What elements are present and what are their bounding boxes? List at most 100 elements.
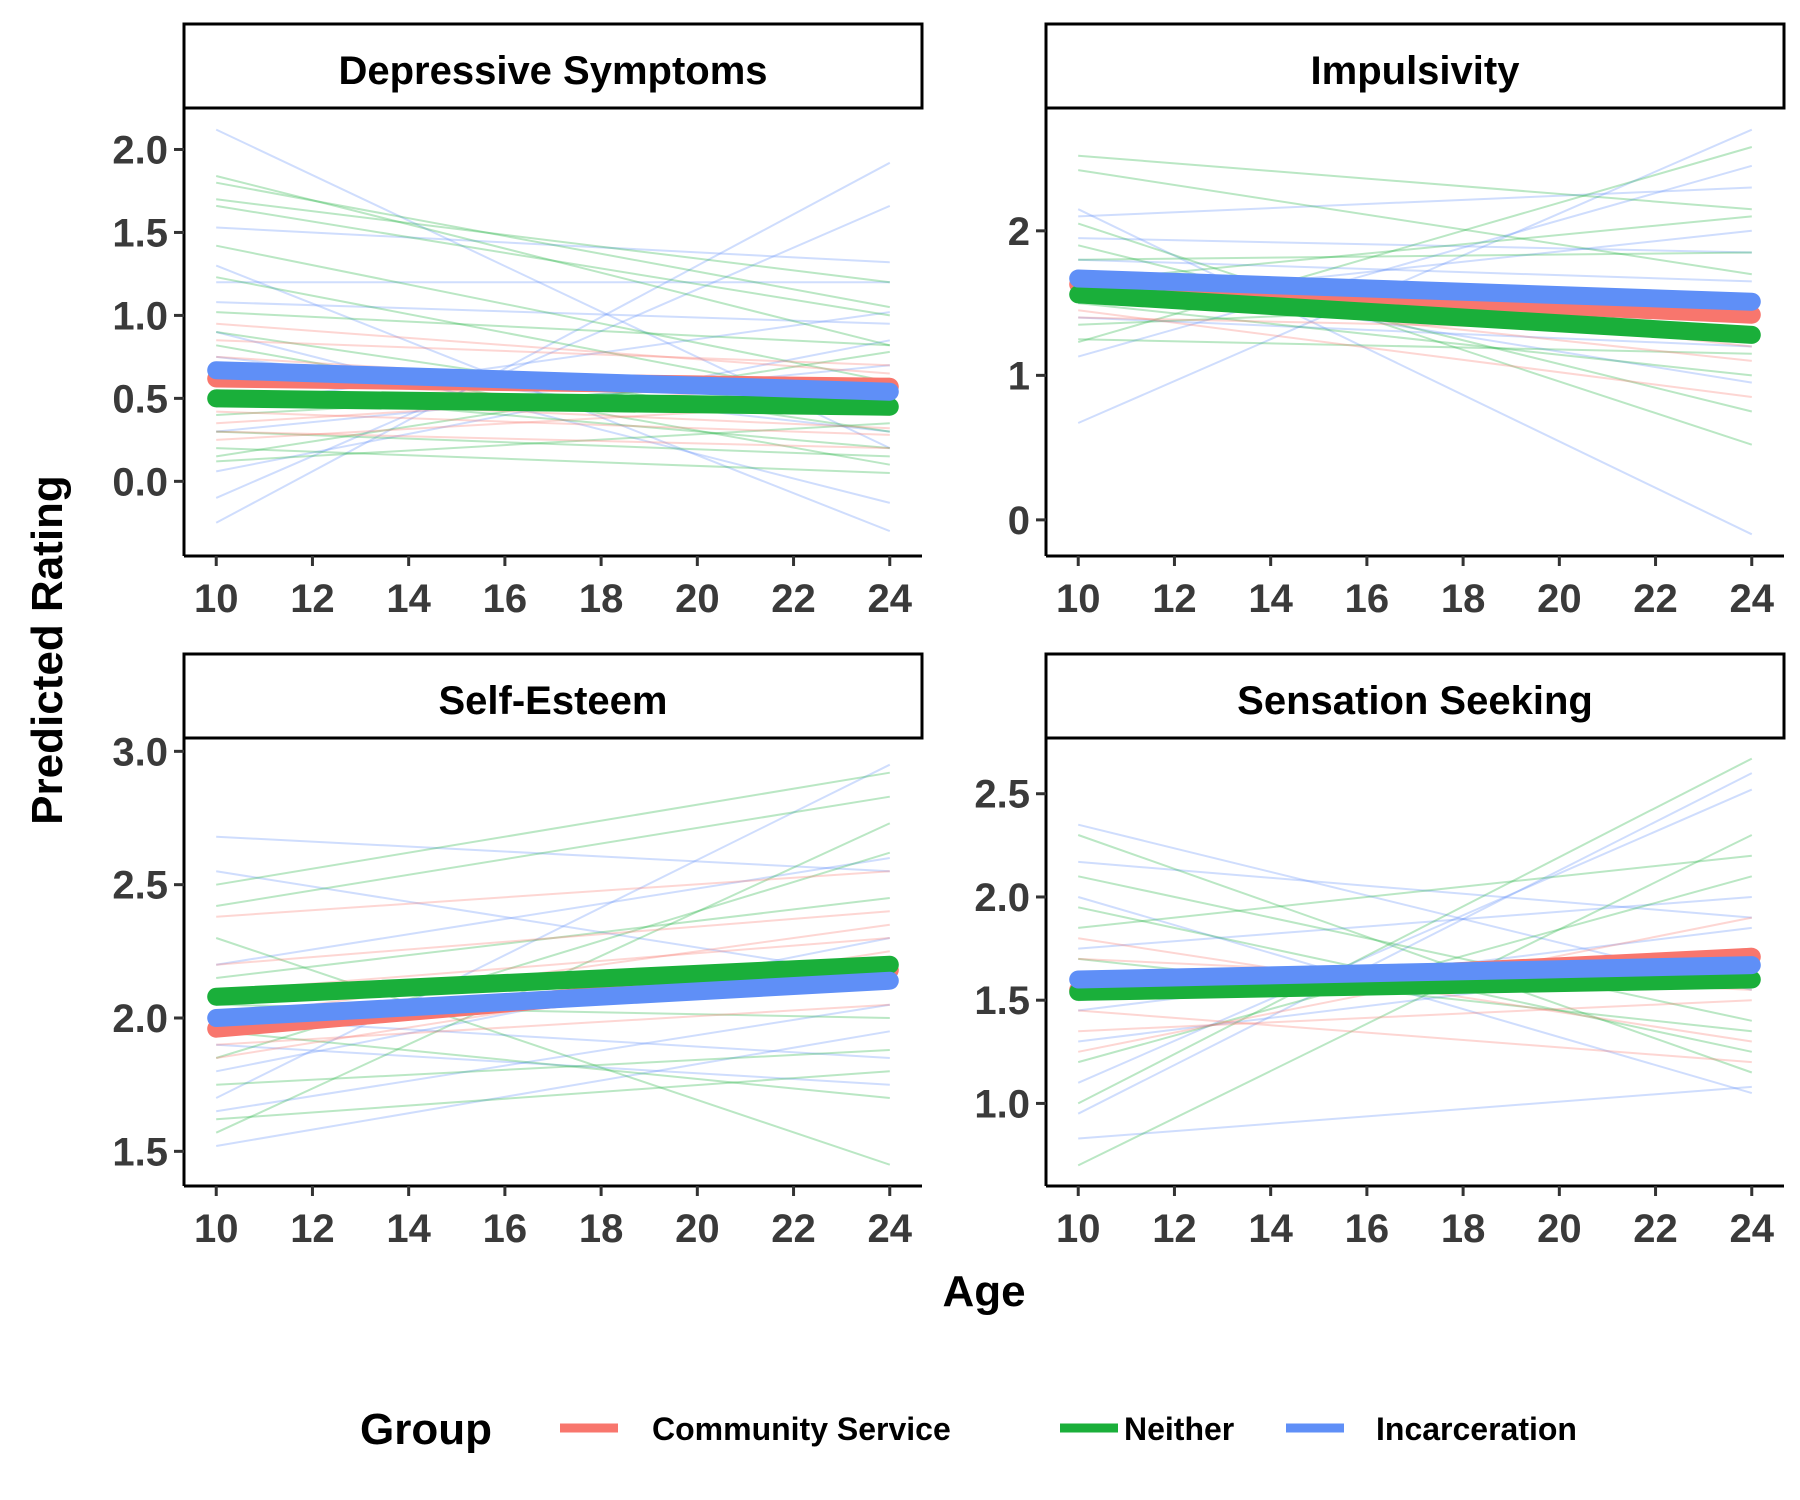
- y-tick-label-impulsivity-2: 2: [1008, 210, 1030, 254]
- x-tick-label-sensation-seeking-6: 22: [1633, 1207, 1678, 1251]
- plot-area-self-esteem: [207, 763, 899, 1166]
- individual-line-self-esteem-19: [216, 870, 890, 918]
- x-tick-label-impulsivity-6: 22: [1633, 577, 1678, 621]
- y-tick-label-self-esteem-0: 1.5: [112, 1130, 168, 1174]
- x-tick-label-impulsivity-5: 20: [1537, 577, 1582, 621]
- panel-self-esteem: Self-Esteem 1.5 2.0 2.5 3.0 10 12 14 16 18 20 22 2…: [112, 652, 924, 1251]
- y-tick-label-depressive-symptoms-0: 0.0: [112, 460, 168, 504]
- individual-line-self-esteem-2: [216, 1030, 890, 1147]
- individual-line-impulsivity-12: [1077, 222, 1753, 446]
- y-axis-depressive-symptoms: 0.0 0.5 1.0 1.5 2.0: [112, 108, 186, 556]
- individual-line-self-esteem-10: [216, 795, 890, 907]
- x-tick-label-depressive-symptoms-2: 14: [386, 577, 431, 621]
- x-tick-label-depressive-symptoms-5: 20: [675, 577, 720, 621]
- x-tick-label-depressive-symptoms-4: 18: [579, 577, 624, 621]
- individual-line-sensation-seeking-9: [1077, 834, 1753, 1167]
- panel-title-sensation-seeking: Sensation Seeking: [1237, 679, 1593, 723]
- y-axis-title: Predicted Rating: [23, 475, 72, 825]
- individual-line-sensation-seeking-5: [1077, 896, 1753, 1095]
- x-tick-label-sensation-seeking-7: 24: [1730, 1207, 1775, 1251]
- individual-line-impulsivity-1: [1077, 208, 1753, 536]
- mean-line-depressive-symptoms-neither: [207, 389, 899, 416]
- y-tick-label-sensation-seeking-0: 1.0: [974, 1082, 1030, 1126]
- panel-title-depressive-symptoms: Depressive Symptoms: [338, 49, 767, 93]
- individual-line-depressive-symptoms-18: [216, 311, 890, 347]
- panel-title-self-esteem: Self-Esteem: [439, 679, 668, 723]
- y-tick-label-self-esteem-1: 2.0: [112, 997, 168, 1041]
- individual-line-impulsivity-14: [1078, 251, 1752, 261]
- individual-line-self-esteem-3: [215, 763, 891, 1099]
- y-tick-label-depressive-symptoms-3: 1.5: [112, 211, 168, 255]
- individual-line-impulsivity-15: [1078, 215, 1752, 283]
- y-tick-label-self-esteem-2: 2.5: [112, 864, 168, 908]
- individual-line-depressive-symptoms-27: [216, 422, 890, 463]
- y-tick-label-sensation-seeking-1: 1.5: [974, 979, 1030, 1023]
- x-tick-label-impulsivity-7: 24: [1730, 577, 1775, 621]
- individual-line-depressive-symptoms-2: [215, 204, 891, 499]
- individual-line-sensation-seeking-4: [1078, 860, 1752, 919]
- y-tick-label-depressive-symptoms-1: 0.5: [112, 377, 168, 421]
- x-tick-label-depressive-symptoms-7: 24: [868, 577, 913, 621]
- individual-line-impulsivity-7: [1078, 316, 1752, 348]
- individual-line-self-esteem-14: [216, 1030, 890, 1099]
- individual-line-sensation-seeking-14: [1078, 854, 1752, 929]
- individual-line-impulsivity-4: [1078, 237, 1752, 254]
- individual-line-depressive-symptoms-6: [216, 301, 890, 325]
- x-tick-label-impulsivity-1: 12: [1152, 577, 1197, 621]
- individual-line-self-esteem-8: [216, 1003, 890, 1113]
- strip-sensation-seeking: [1044, 652, 1786, 740]
- individual-line-impulsivity-2: [1077, 164, 1753, 358]
- x-tick-label-self-esteem-5: 20: [675, 1207, 720, 1251]
- legend: Group Community Service Neither Incarcer…: [360, 1405, 1577, 1454]
- individual-line-depressive-symptoms-33: [216, 410, 890, 436]
- individual-line-depressive-symptoms-12: [215, 175, 891, 347]
- individual-line-impulsivity-3: [1078, 186, 1752, 218]
- x-tick-label-self-esteem-7: 24: [868, 1207, 913, 1251]
- y-tick-label-impulsivity-0: 0: [1008, 499, 1030, 543]
- y-axis-self-esteem: 1.5 2.0 2.5 3.0: [112, 730, 186, 1186]
- individual-line-depressive-symptoms-35: [216, 430, 890, 450]
- individual-line-depressive-symptoms-28: [216, 322, 890, 375]
- individual-line-sensation-seeking-12: [1077, 875, 1753, 1022]
- strip-self-esteem: [182, 652, 924, 740]
- x-tick-label-impulsivity-4: 18: [1441, 577, 1486, 621]
- x-axis-sensation-seeking: 10 12 14 16 18 20 22 24: [1046, 1184, 1784, 1251]
- panel-title-impulsivity: Impulsivity: [1311, 49, 1521, 93]
- y-tick-label-sensation-seeking-2: 2.0: [974, 876, 1030, 920]
- x-tick-label-depressive-symptoms-6: 22: [771, 577, 816, 621]
- individual-line-self-esteem-13: [216, 897, 890, 979]
- individual-line-self-esteem-0: [216, 835, 890, 873]
- legend-label-neither: Neither: [1124, 1411, 1234, 1447]
- individual-line-depressive-symptoms-1: [215, 161, 891, 524]
- individual-line-impulsivity-16: [1078, 302, 1752, 377]
- individual-line-sensation-seeking-10: [1077, 834, 1753, 1074]
- x-tick-label-depressive-symptoms-1: 12: [290, 577, 335, 621]
- individual-line-impulsivity-13: [1077, 244, 1753, 413]
- y-tick-label-sensation-seeking-3: 2.5: [974, 773, 1030, 817]
- individual-line-depressive-symptoms-16: [216, 244, 890, 383]
- individual-line-impulsivity-10: [1078, 169, 1752, 276]
- x-tick-label-sensation-seeking-4: 18: [1441, 1207, 1486, 1251]
- plot-area-depressive-symptoms: [207, 128, 899, 533]
- y-tick-label-impulsivity-1: 1: [1008, 354, 1030, 398]
- individual-line-impulsivity-18: [1078, 338, 1752, 355]
- individual-line-depressive-symptoms-3: [216, 226, 890, 264]
- individual-line-sensation-seeking-0: [1078, 1085, 1752, 1140]
- x-tick-label-sensation-seeking-3: 16: [1345, 1207, 1390, 1251]
- x-tick-label-sensation-seeking-1: 12: [1152, 1207, 1197, 1251]
- y-tick-label-self-esteem-3: 3.0: [112, 730, 168, 774]
- panel-impulsivity: Impulsivity 012 10 12 14 16 18 20 22 24: [1008, 22, 1786, 621]
- x-axis-impulsivity: 10 12 14 16 18 20 22 24: [1046, 554, 1784, 621]
- x-tick-label-depressive-symptoms-0: 10: [194, 577, 239, 621]
- individual-line-depressive-symptoms-15: [216, 204, 890, 317]
- x-tick-label-self-esteem-3: 16: [483, 1207, 528, 1251]
- mean-line-self-esteem-neither: [207, 955, 899, 1006]
- individual-line-depressive-symptoms-29: [216, 339, 890, 367]
- individual-line-self-esteem-6: [216, 857, 890, 966]
- panel-sensation-seeking: Sensation Seeking 1.01.52.02.5 10 12 14 16 1…: [974, 652, 1786, 1251]
- individual-line-sensation-seeking-21: [1078, 1009, 1752, 1064]
- individual-line-impulsivity-5: [1078, 258, 1752, 283]
- individual-line-self-esteem-1: [216, 870, 890, 979]
- y-axis-impulsivity: 0 1 2: [1008, 108, 1048, 556]
- panel-depressive-symptoms: Depressive Symptoms 0.0 0.5 1.0 1.5 2.0 10 12…: [112, 22, 924, 621]
